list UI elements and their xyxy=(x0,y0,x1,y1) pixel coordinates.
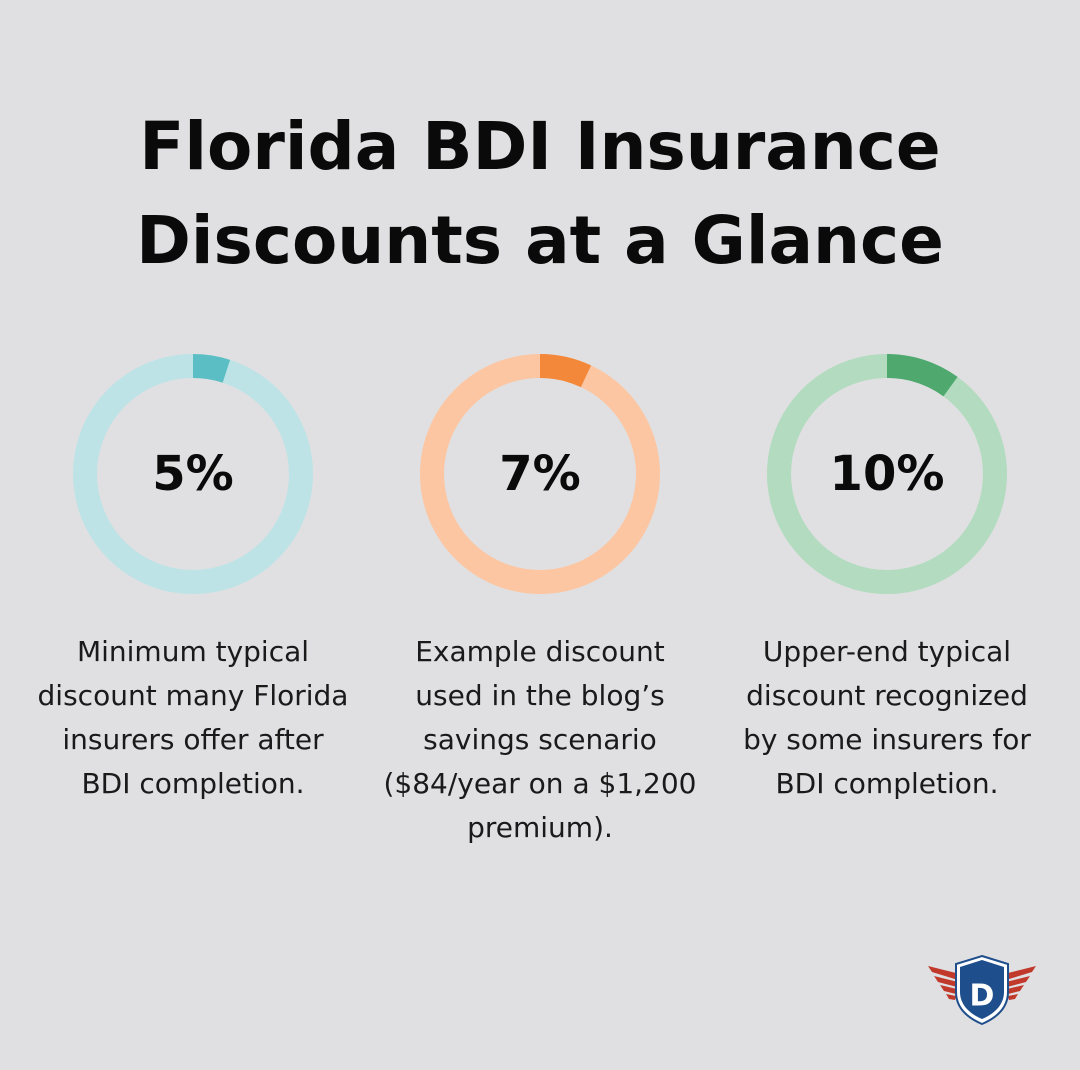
donut-chart-3: 10% xyxy=(767,354,1007,594)
title-line-1: Florida BDI Insurance xyxy=(139,108,941,185)
title-line-2: Discounts at a Glance xyxy=(136,202,944,279)
donut-value-label: 5% xyxy=(152,446,234,502)
stat-description: Upper-end typical discount recognized by… xyxy=(743,635,1031,800)
right-wing-icon xyxy=(1004,966,1036,1000)
logo-letter: D xyxy=(970,979,995,1014)
stat-card-3: 10% Upper-end typical discount recognize… xyxy=(722,352,1052,806)
stat-description: Example discount used in the blog’s savi… xyxy=(383,635,697,844)
donut-value-label: 7% xyxy=(499,446,581,502)
left-wing-icon xyxy=(928,966,960,1000)
donut-fill xyxy=(420,354,660,594)
stat-card-1: 5% Minimum typical discount many Florida… xyxy=(28,352,358,806)
donut-chart-2: 7% xyxy=(420,354,660,594)
donut-fill xyxy=(767,354,1007,594)
shield-wings-icon: D xyxy=(928,954,1036,1026)
donut-chart-1: 5% xyxy=(73,354,313,594)
stat-description: Minimum typical discount many Florida in… xyxy=(37,635,349,800)
donut-fill xyxy=(73,354,313,594)
donut-value-label: 10% xyxy=(830,446,945,502)
stat-card-2: 7% Example discount used in the blog’s s… xyxy=(375,352,705,850)
page-title: Florida BDI Insurance Discounts at a Gla… xyxy=(0,100,1080,288)
brand-logo: D xyxy=(926,952,1038,1033)
